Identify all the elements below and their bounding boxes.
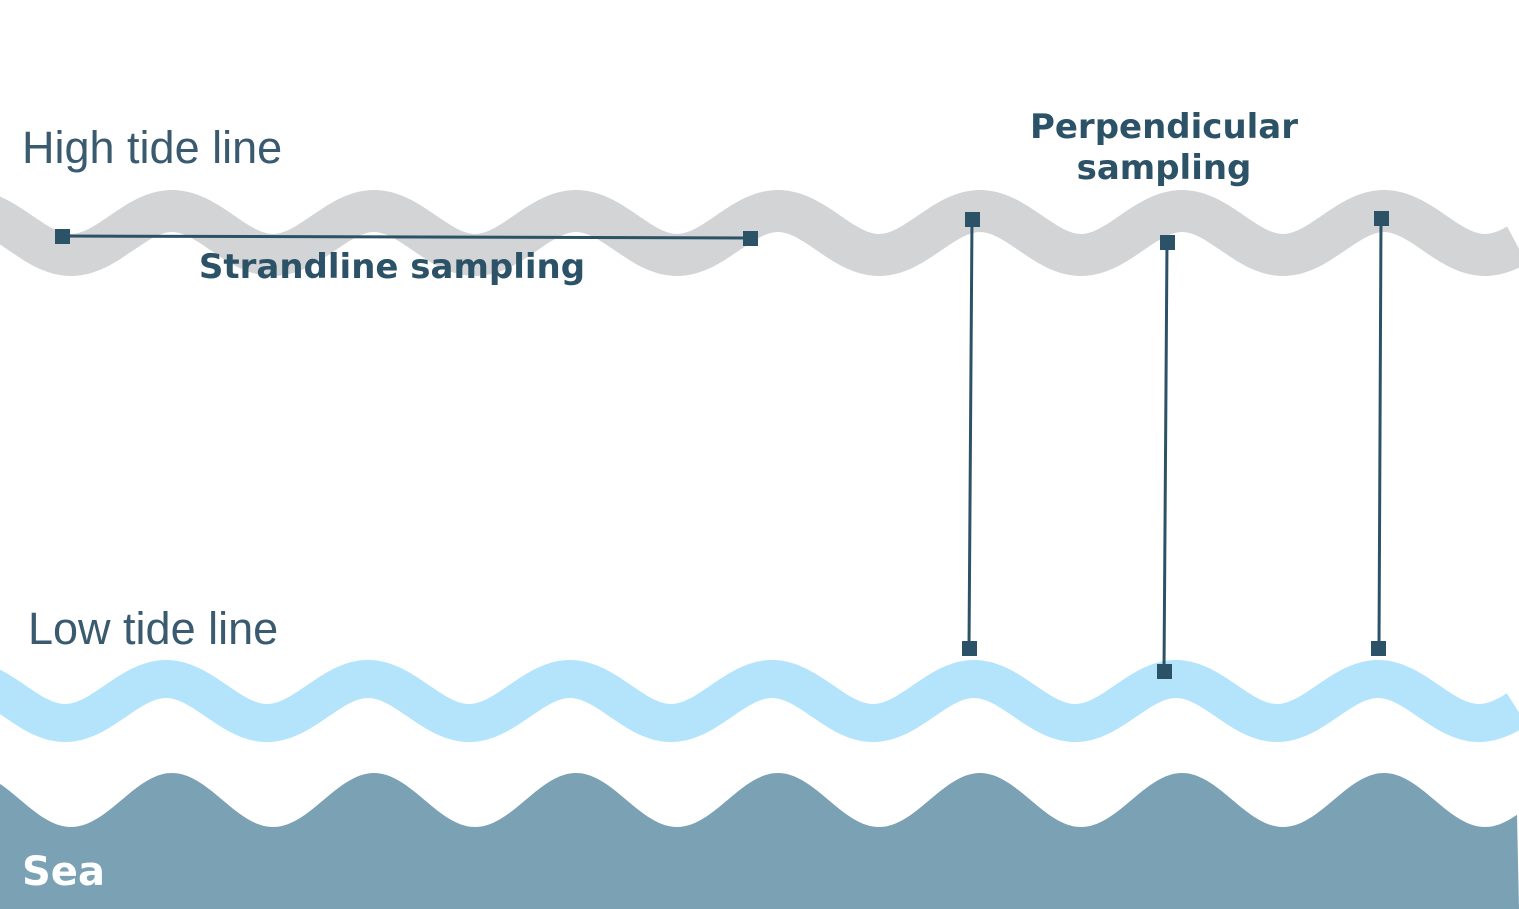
perpendicular-transect-1-bottom-marker: [962, 641, 977, 656]
strandline-transect: [55, 229, 758, 246]
perpendicular-transect-1: [962, 212, 980, 656]
perpendicular-transect-3-top-marker: [1374, 211, 1389, 226]
strandline-start-marker: [55, 229, 70, 244]
sea-label: Sea: [22, 849, 105, 895]
perpendicular-transect-2-top-marker: [1160, 235, 1175, 250]
strandline-end-marker: [743, 231, 758, 246]
low-tide-label: Low tide line: [28, 603, 278, 654]
strandline-label: Strandline sampling: [199, 247, 585, 287]
perpendicular-label-line1: Perpendicular: [1030, 107, 1298, 147]
perpendicular-transect-3: [1371, 211, 1389, 656]
high-tide-label: High tide line: [22, 122, 282, 173]
perpendicular-transect-1-top-marker: [965, 212, 980, 227]
sea-area: [0, 773, 1519, 909]
perpendicular-transect-2: [1157, 235, 1175, 679]
perpendicular-transect-2-bottom-marker: [1157, 664, 1172, 679]
perpendicular-label-line2: sampling: [1077, 148, 1252, 188]
perpendicular-transect-3-bottom-marker: [1371, 641, 1386, 656]
low-tide-band: [0, 659, 1519, 743]
high-tide-band: [0, 189, 1519, 277]
